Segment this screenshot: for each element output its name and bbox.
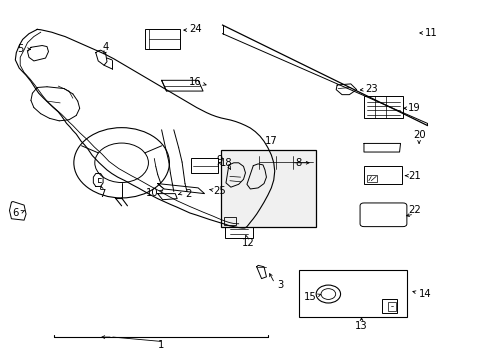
Text: 13: 13 [354, 321, 367, 331]
Text: 6: 6 [12, 208, 19, 218]
Text: 9: 9 [216, 155, 222, 165]
Text: 3: 3 [276, 280, 283, 290]
Text: 23: 23 [364, 84, 377, 94]
Text: 20: 20 [412, 130, 425, 140]
Bar [363, 96, 402, 118]
Text: 14: 14 [418, 289, 430, 299]
Text: 18: 18 [219, 158, 232, 168]
Bar [221, 150, 316, 227]
Bar [363, 166, 401, 184]
Text: 15: 15 [304, 292, 316, 302]
Bar [299, 270, 407, 317]
Text: 16: 16 [189, 77, 202, 87]
Bar [381, 299, 396, 314]
Text: 12: 12 [242, 238, 254, 248]
Text: 8: 8 [294, 158, 301, 168]
Bar [224, 217, 236, 225]
Text: 19: 19 [407, 103, 420, 113]
Bar [224, 220, 253, 238]
Bar [144, 30, 179, 49]
Text: 4: 4 [102, 42, 108, 52]
Bar [190, 158, 217, 173]
Bar [254, 151, 312, 174]
Text: 2: 2 [185, 189, 191, 199]
Text: 11: 11 [424, 28, 436, 38]
Text: 7: 7 [99, 189, 105, 199]
Text: 24: 24 [189, 24, 202, 35]
Bar [387, 302, 395, 311]
Text: 5: 5 [17, 44, 23, 54]
Text: 22: 22 [407, 206, 420, 216]
Text: 10: 10 [145, 188, 158, 198]
Text: 21: 21 [407, 171, 420, 181]
Text: 17: 17 [264, 136, 277, 146]
Text: 25: 25 [212, 186, 225, 197]
Text: 1: 1 [157, 340, 163, 350]
Bar [366, 175, 376, 182]
